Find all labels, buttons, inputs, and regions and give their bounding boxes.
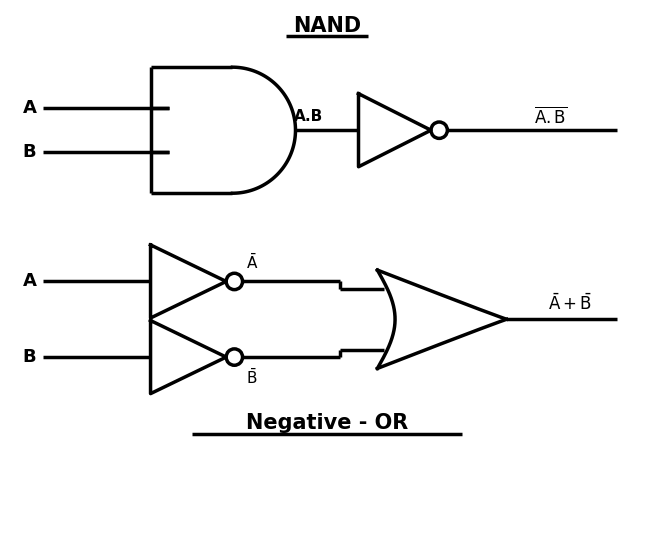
- Text: $\bar{\mathrm{B}}$: $\bar{\mathrm{B}}$: [247, 368, 258, 387]
- Text: NAND: NAND: [293, 16, 361, 36]
- Text: A: A: [23, 273, 37, 290]
- Text: A.B: A.B: [294, 109, 322, 124]
- Text: B: B: [23, 143, 37, 161]
- Text: $\bar{\mathrm{A}}$: $\bar{\mathrm{A}}$: [246, 253, 258, 272]
- Text: Negative - OR: Negative - OR: [246, 413, 408, 433]
- Text: A: A: [23, 99, 37, 117]
- Text: B: B: [23, 348, 37, 366]
- Text: $\overline{\mathrm{A.B}}$: $\overline{\mathrm{A.B}}$: [534, 106, 568, 127]
- Text: $\bar{\mathrm{A}}+\bar{\mathrm{B}}$: $\bar{\mathrm{A}}+\bar{\mathrm{B}}$: [547, 293, 592, 314]
